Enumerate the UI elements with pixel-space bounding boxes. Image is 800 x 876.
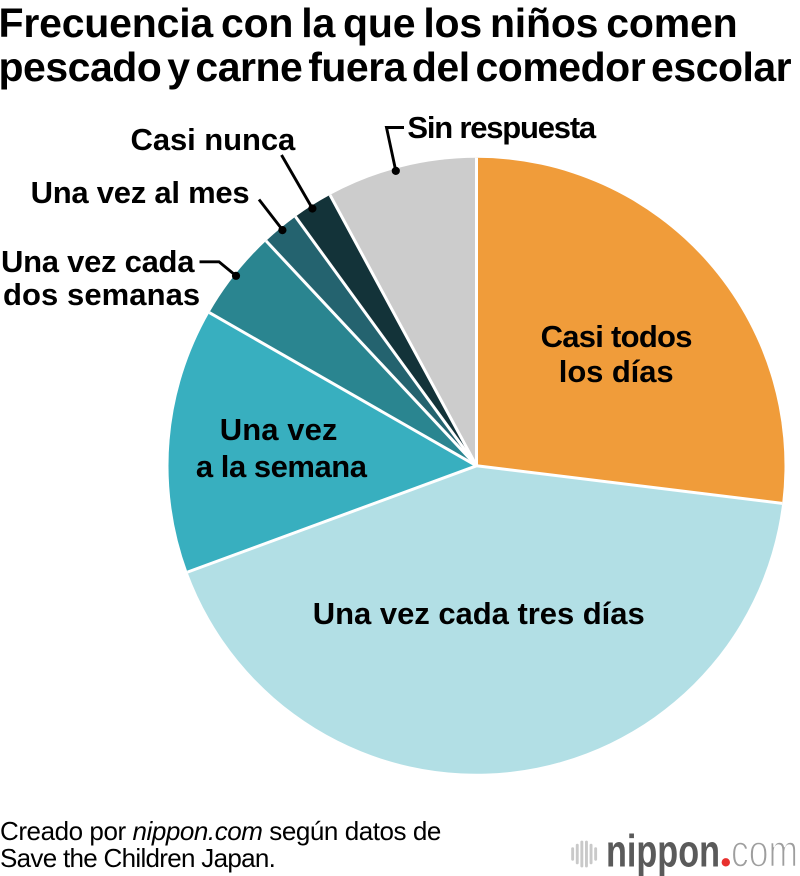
svg-text:com: com — [731, 825, 798, 876]
svg-text:nippon: nippon — [606, 825, 720, 876]
